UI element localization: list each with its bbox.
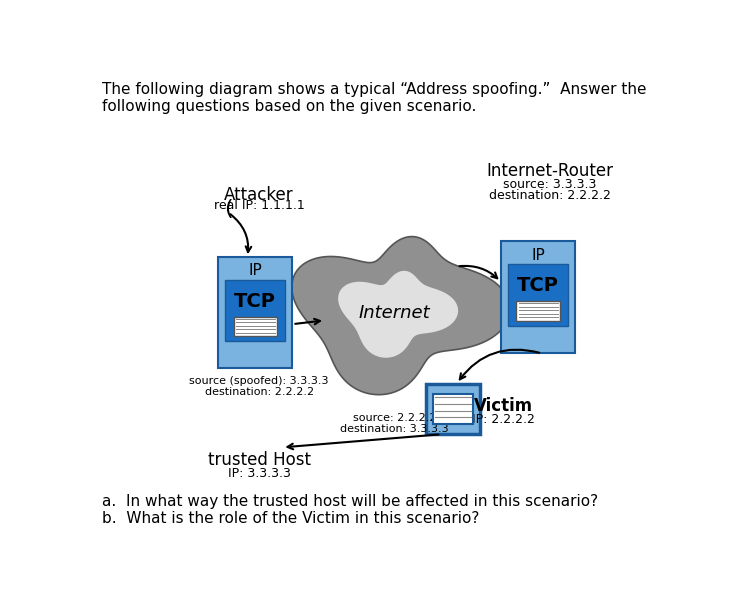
- Text: source: 3.3.3.3: source: 3.3.3.3: [503, 178, 596, 191]
- Bar: [234, 317, 277, 336]
- Polygon shape: [338, 271, 458, 358]
- Text: Internet-Router: Internet-Router: [486, 163, 613, 180]
- Bar: [433, 394, 473, 424]
- Text: The following diagram shows a typical “Address spoofing.”  Answer the
following : The following diagram shows a typical “A…: [102, 81, 646, 114]
- Bar: [425, 384, 480, 434]
- Text: source (spoofed): 3.3.3.3
destination: 2.2.2.2: source (spoofed): 3.3.3.3 destination: 2…: [189, 376, 329, 397]
- Text: trusted Host: trusted Host: [208, 451, 311, 469]
- Text: Attacker: Attacker: [224, 185, 294, 203]
- Text: real IP: 1.1.1.1: real IP: 1.1.1.1: [214, 198, 304, 212]
- Text: Victim: Victim: [474, 397, 533, 415]
- Polygon shape: [292, 237, 510, 395]
- Text: Internet: Internet: [359, 304, 431, 322]
- Bar: [501, 241, 575, 353]
- Text: TCP: TCP: [235, 292, 276, 311]
- Text: destination: 2.2.2.2: destination: 2.2.2.2: [489, 189, 610, 203]
- Bar: [218, 257, 292, 368]
- Text: a.  In what way the trusted host will be affected in this scenario?
b.  What is : a. In what way the trusted host will be …: [102, 493, 598, 526]
- Text: IP: IP: [249, 263, 262, 278]
- Text: source: 2.2.2.2
destination: 3.3.3.3: source: 2.2.2.2 destination: 3.3.3.3: [340, 413, 449, 434]
- Text: IP: 3.3.3.3: IP: 3.3.3.3: [228, 467, 291, 480]
- Bar: [225, 280, 286, 341]
- Text: TCP: TCP: [517, 277, 559, 296]
- Text: IP: IP: [531, 248, 545, 263]
- Text: IP: 2.2.2.2: IP: 2.2.2.2: [472, 413, 535, 426]
- Bar: [517, 301, 560, 321]
- Text: (: (: [223, 198, 232, 219]
- Bar: [508, 264, 568, 326]
